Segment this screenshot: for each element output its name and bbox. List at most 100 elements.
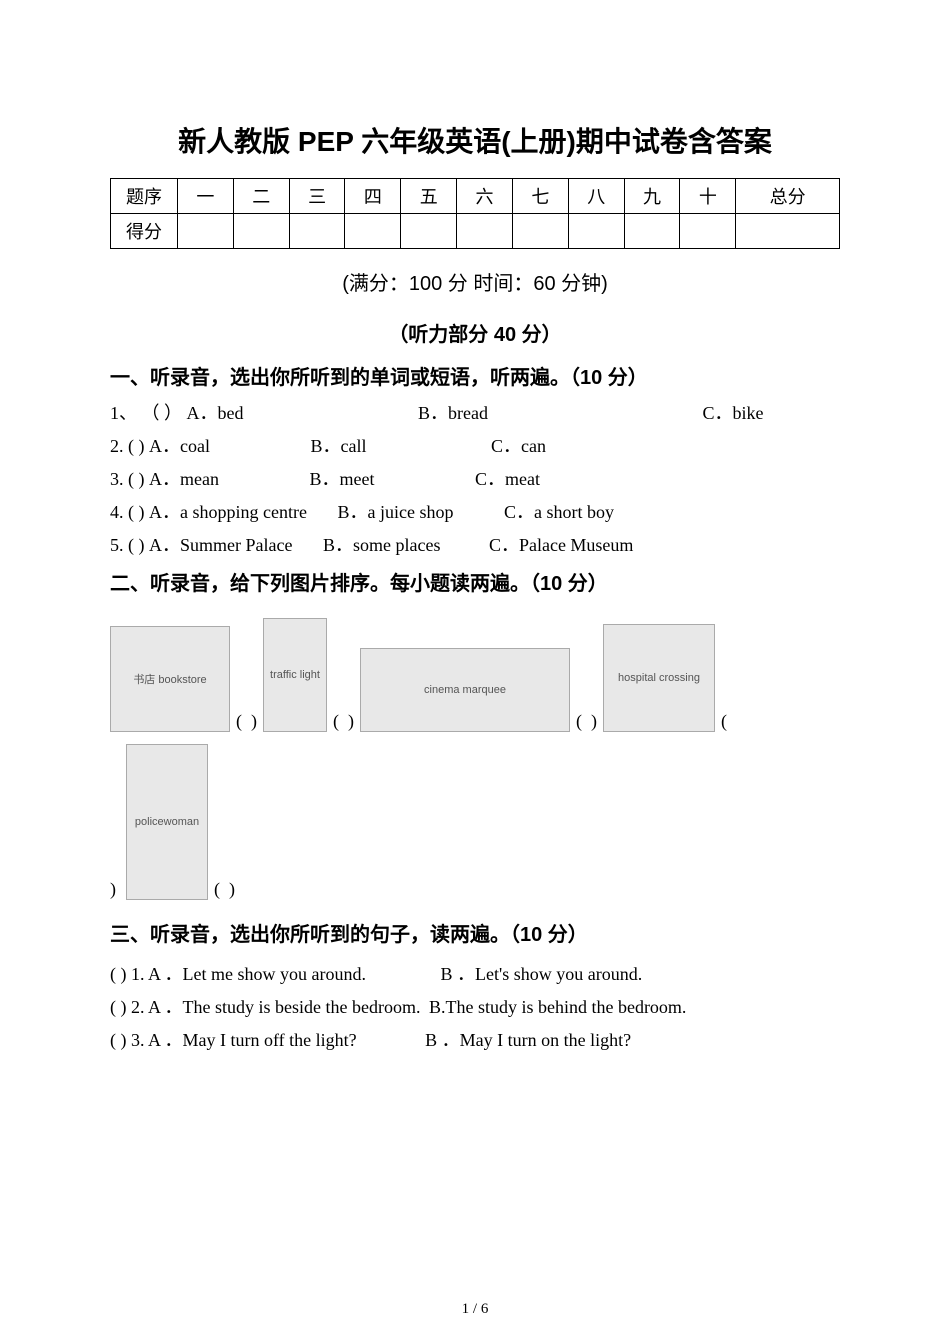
q-opt-c: C．bike <box>702 400 763 427</box>
exam-title: 新人教版 PEP 六年级英语(上册)期中试卷含答案 <box>110 120 840 160</box>
q-pre: ( ) 2. <box>110 997 148 1017</box>
q-opt-a: A．coal <box>149 433 210 460</box>
q-opt-a: A．mean <box>149 466 219 493</box>
q-opt-b: B．meet <box>309 466 374 493</box>
section3-items: ( ) 1. A ．Let me show you around. B ．Let… <box>110 961 840 1054</box>
traffic-light-image: traffic light <box>263 618 327 732</box>
score-col: 四 <box>345 179 401 214</box>
q-opt-a: A ．Let me show you around. <box>148 964 366 984</box>
section1-items: 1、 （ ） A．bed B．bread C．bike 2. ( ) A．coa… <box>110 400 840 559</box>
q-paren: ( ) <box>128 469 145 489</box>
q-pre: ( ) 3. <box>110 1030 148 1050</box>
q-opt-b: B.The study is behind the bedroom. <box>429 997 686 1017</box>
q-paren: （ ） <box>142 403 183 423</box>
q-num: 1、 <box>110 403 137 423</box>
q-opt-c: C．a short boy <box>504 499 614 526</box>
score-cell <box>512 214 568 249</box>
score-cell <box>457 214 513 249</box>
q-paren: ( ) <box>128 535 145 555</box>
score-col: 八 <box>568 179 624 214</box>
q-num: 4. <box>110 502 128 522</box>
order-paren: ( ) <box>576 711 597 731</box>
page-number: 1 / 6 <box>0 1301 950 1318</box>
score-table: 题序 一 二 三 四 五 六 七 八 九 十 总分 得分 <box>110 178 840 249</box>
meta-line: (满分：100 分 时间：60 分钟) <box>110 267 840 296</box>
score-cell <box>178 214 234 249</box>
q-line: ( ) 1. A ．Let me show you around. B ．Let… <box>110 961 840 988</box>
section1-head: 一、听录音，选出你所听到的单词或短语，听两遍。（10 分） <box>110 361 840 390</box>
score-col: 一 <box>178 179 234 214</box>
section2-head: 二、听录音，给下列图片排序。每小题读两遍。（10 分） <box>110 567 840 596</box>
score-cell <box>233 214 289 249</box>
cinema-image: cinema marquee <box>360 648 570 732</box>
image-row-1: 书店 bookstore ( ) traffic light ( ) cinem… <box>110 618 840 732</box>
q-line: 3. ( ) A．mean B．meet C．meat <box>110 466 840 493</box>
score-col: 二 <box>233 179 289 214</box>
q-num: 5. <box>110 535 128 555</box>
q-line: 1、 （ ） A．bed B．bread C．bike <box>110 400 840 427</box>
order-paren: ( ) <box>333 711 354 731</box>
hospital-image: hospital crossing <box>603 624 715 732</box>
score-cell <box>289 214 345 249</box>
q-pre: ( ) 1. <box>110 964 148 984</box>
image-alt: policewoman <box>135 816 199 828</box>
q-line: 5. ( ) A．Summer Palace B．some places C．P… <box>110 532 840 559</box>
q-line: 4. ( ) A．a shopping centre B．a juice sho… <box>110 499 840 526</box>
section3-head: 三、听录音，选出你所听到的句子，读两遍。（10 分） <box>110 918 840 947</box>
q-opt-a: A．a shopping centre <box>149 499 307 526</box>
q-opt-b: B ．May I turn on the light? <box>425 1030 631 1050</box>
q-opt-a: A．bed <box>187 400 244 427</box>
image-block: cinema marquee <box>360 648 570 732</box>
score-cell <box>624 214 680 249</box>
q-opt-c: C．can <box>491 433 546 460</box>
q-line: ( ) 3. A ．May I turn off the light? B ．M… <box>110 1027 840 1054</box>
score-table-header-row: 题序 一 二 三 四 五 六 七 八 九 十 总分 <box>111 179 840 214</box>
score-cell <box>401 214 457 249</box>
image-block: 书店 bookstore <box>110 626 230 732</box>
score-col: 十 <box>680 179 736 214</box>
q-opt-b: B．a juice shop <box>337 499 453 526</box>
image-alt: traffic light <box>270 669 320 681</box>
order-paren: ( ) <box>236 711 257 731</box>
score-table-label-row1: 题序 <box>111 179 178 214</box>
image-alt: hospital crossing <box>618 672 700 684</box>
score-col: 六 <box>457 179 513 214</box>
order-paren-close: ) <box>110 879 116 900</box>
q-line: ( ) 2. A ．The study is beside the bedroo… <box>110 994 840 1021</box>
image-alt: 书店 bookstore <box>133 671 206 687</box>
image-alt: cinema marquee <box>424 684 506 696</box>
q-opt-b: B．bread <box>418 400 488 427</box>
q-opt-c: C．meat <box>475 466 540 493</box>
score-cell <box>736 214 840 249</box>
q-opt-b: B ．Let's show you around. <box>440 964 642 984</box>
q-opt-b: B．call <box>310 433 366 460</box>
image-block: policewoman <box>126 744 208 900</box>
image-block: hospital crossing <box>603 624 715 732</box>
q-opt-a: A ．May I turn off the light? <box>148 1030 357 1050</box>
score-col: 三 <box>289 179 345 214</box>
score-col: 九 <box>624 179 680 214</box>
listening-header: （听力部分 40 分） <box>110 318 840 347</box>
score-col: 五 <box>401 179 457 214</box>
q-num: 3. <box>110 469 128 489</box>
q-paren: ( ) <box>128 502 145 522</box>
q-opt-b: B．some places <box>323 532 440 559</box>
order-paren: ( <box>721 711 727 731</box>
order-paren: ( ) <box>214 879 235 899</box>
score-cell <box>345 214 401 249</box>
score-table-label-row2: 得分 <box>111 214 178 249</box>
image-row-2: ) policewoman ( ) <box>110 744 840 900</box>
score-cell <box>568 214 624 249</box>
score-col-total: 总分 <box>736 179 840 214</box>
q-num: 2. <box>110 436 128 456</box>
score-col: 七 <box>512 179 568 214</box>
q-line: 2. ( ) A．coal B．call C．can <box>110 433 840 460</box>
q-opt-a: A．Summer Palace <box>149 532 292 559</box>
q-opt-a: A ．The study is beside the bedroom. <box>148 997 420 1017</box>
q-opt-c: C．Palace Museum <box>489 532 633 559</box>
score-cell <box>680 214 736 249</box>
bookstore-image: 书店 bookstore <box>110 626 230 732</box>
score-table-value-row: 得分 <box>111 214 840 249</box>
policewoman-image: policewoman <box>126 744 208 900</box>
image-block: traffic light <box>263 618 327 732</box>
